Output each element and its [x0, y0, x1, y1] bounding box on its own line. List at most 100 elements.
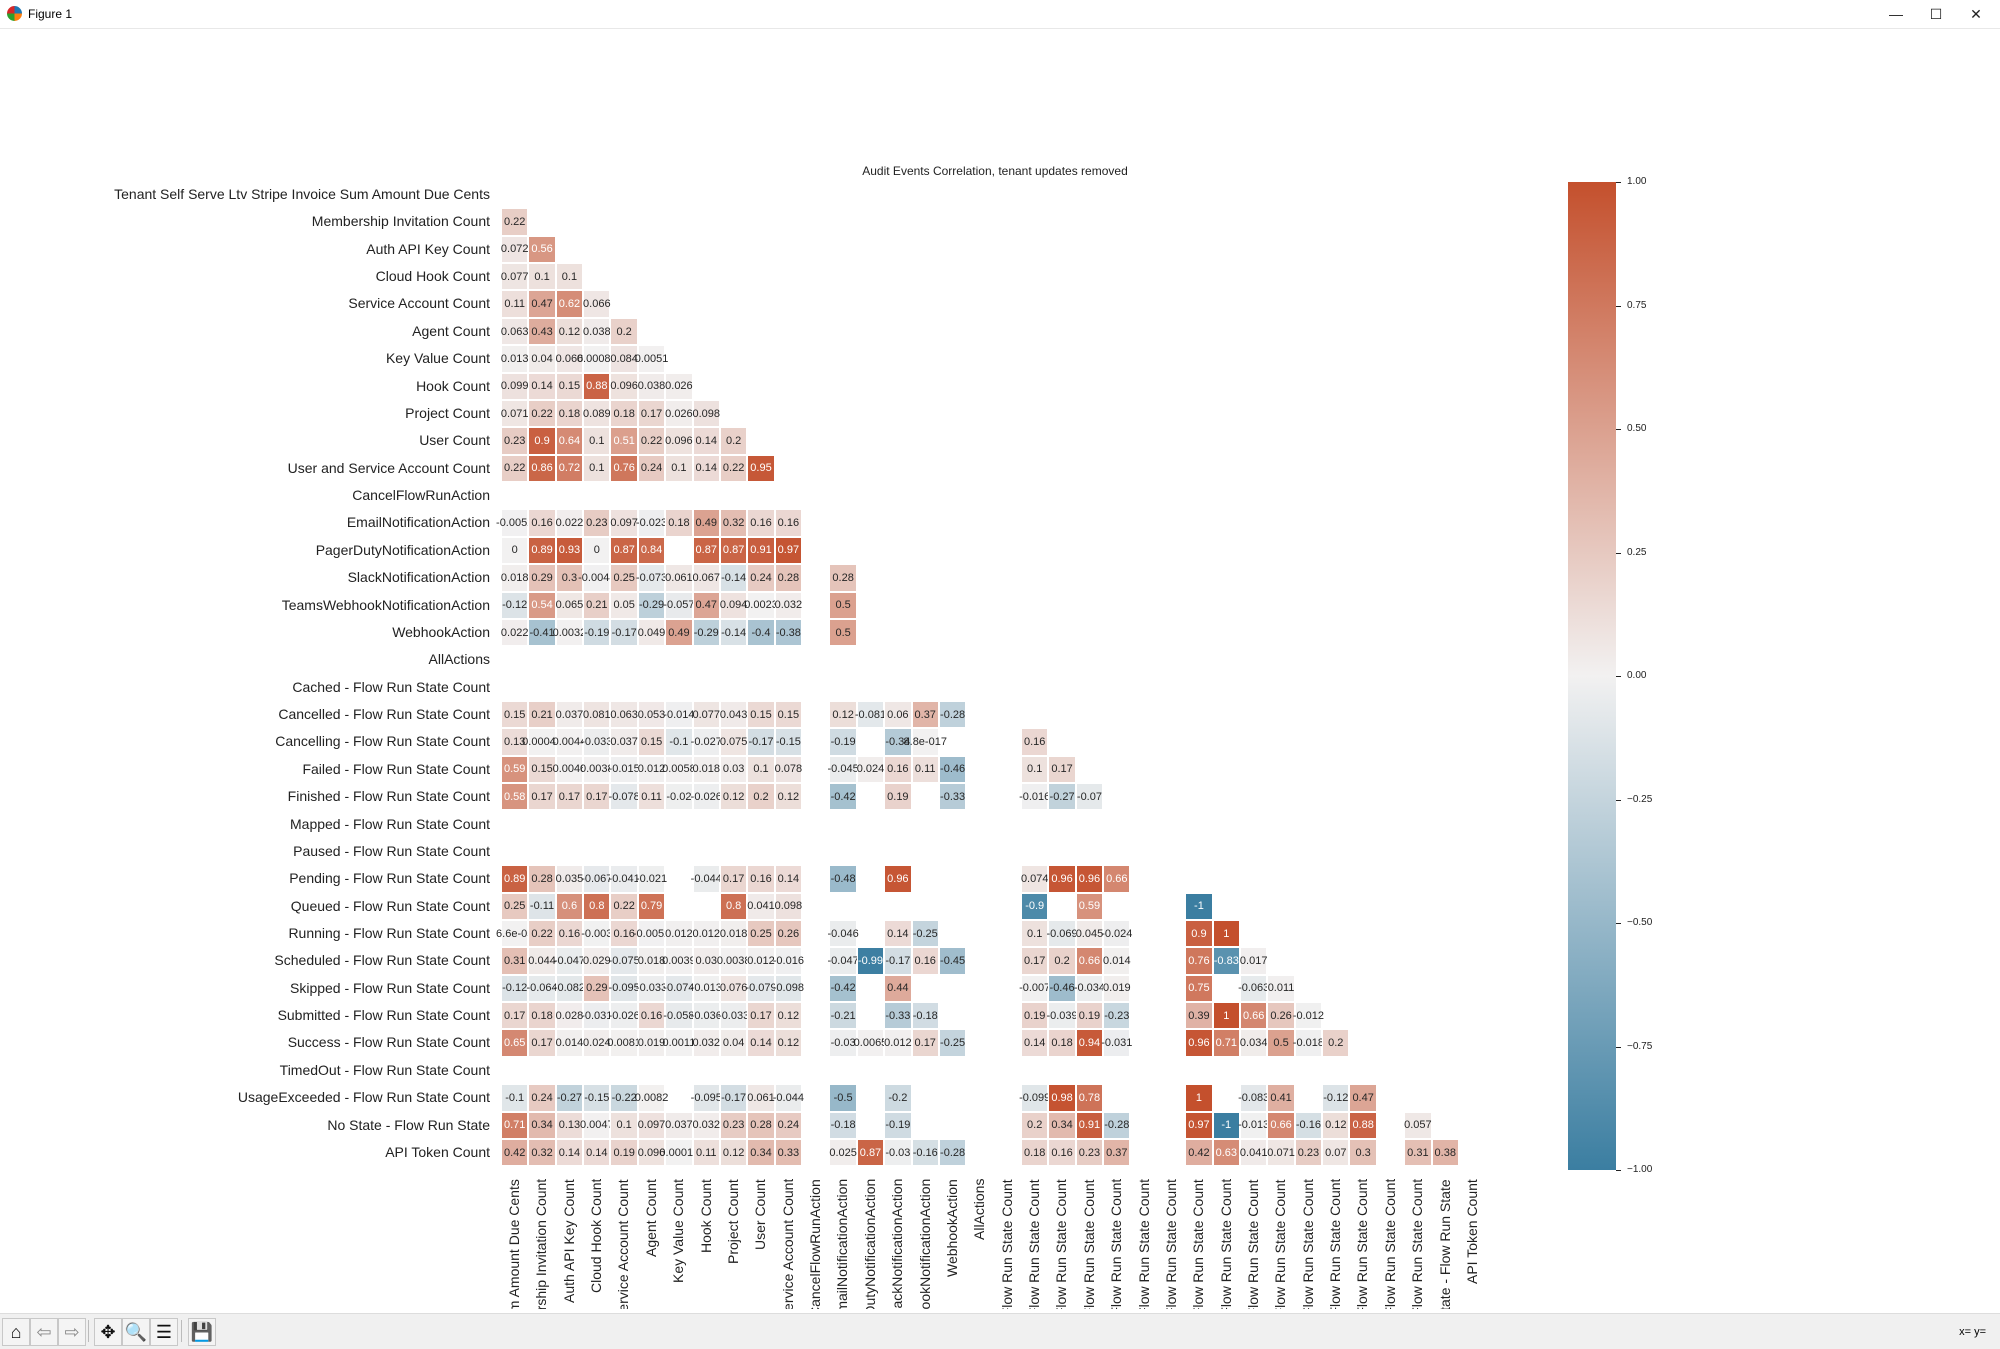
heatmap-cell: -0.067	[581, 865, 612, 893]
figure-canvas[interactable]: Audit Events Correlation, tenant updates…	[0, 29, 2000, 1313]
forward-arrow-button[interactable]: ⇨	[58, 1318, 86, 1346]
colorbar-tick	[1616, 182, 1621, 183]
maximize-button[interactable]: ☐	[1929, 6, 1943, 22]
back-arrow-button[interactable]: ⇦	[30, 1318, 58, 1346]
heatmap-cell: 0.1	[747, 755, 775, 784]
heatmap-cell: 0.22	[501, 208, 529, 236]
heatmap-cell: 0.23	[1075, 1138, 1104, 1167]
x-tick-label: Skipped - Flow Run State Count	[1299, 1179, 1316, 1309]
heatmap-cell: 0	[583, 536, 611, 565]
heatmap-cell: 0.66	[1075, 947, 1104, 975]
close-button[interactable]: ✕	[1970, 6, 1982, 22]
y-tick-label: Failed - Flow Run State Count	[302, 760, 490, 777]
y-tick-label: Hook Count	[416, 377, 490, 394]
heatmap-cell: 0.16	[555, 919, 584, 948]
heatmap-cell: -0.095	[609, 974, 640, 1003]
heatmap-cell: 0.17	[583, 783, 611, 811]
heatmap-cell: -0.083	[1238, 1084, 1269, 1112]
y-tick-label: Membership Invitation Count	[311, 213, 490, 230]
heatmap-cell: -0.28	[1103, 1111, 1131, 1139]
heatmap-cell: 0.041	[747, 892, 775, 920]
heatmap-cell: 0.14	[692, 454, 720, 483]
x-tick-label: User and Service Account Count	[779, 1179, 796, 1309]
heatmap-cell: 0.19	[610, 1138, 638, 1167]
heatmap-cell: 0.077	[501, 263, 528, 291]
x-tick-label: Key Value Count	[670, 1179, 687, 1284]
heatmap-cell: 0.49	[665, 618, 693, 647]
heatmap-cell: 0.094	[720, 591, 747, 619]
heatmap-cell: 0.42	[501, 1138, 529, 1167]
heatmap-cell: -0.17	[719, 1084, 748, 1112]
colorbar-tick	[1616, 676, 1621, 677]
heatmap-cell: 0.96	[1048, 865, 1076, 893]
heatmap-cell: 0.012	[693, 919, 720, 948]
heatmap-cell: 0.12	[829, 701, 857, 729]
y-tick-label: User Count	[419, 432, 490, 449]
heatmap-cell: -1	[1185, 892, 1213, 920]
zoom-button[interactable]: 🔍	[122, 1318, 150, 1346]
heatmap-cell: 0.04	[719, 1029, 748, 1057]
heatmap-cell: 0.17	[911, 1029, 939, 1057]
heatmap-cell: 0.12	[555, 317, 584, 346]
heatmap-cell: 0.23	[719, 1111, 748, 1139]
heatmap-cell: 0.18	[665, 509, 693, 537]
heatmap-cell: 0.22	[610, 892, 638, 920]
heatmap-cell: 0.057	[1404, 1111, 1432, 1139]
heatmap-cell: 0.16	[1021, 728, 1049, 756]
y-tick-label: CancelFlowRunAction	[352, 487, 490, 504]
heatmap-cell: 1	[1212, 919, 1240, 948]
heatmap-cell: -0.12	[501, 974, 529, 1003]
heatmap-cell: 0.44	[884, 974, 912, 1003]
heatmap-cell: -0.23	[1103, 1002, 1131, 1030]
heatmap-cell: 0.14	[528, 372, 556, 400]
heatmap-cell: 0.87	[719, 536, 748, 565]
heatmap-cell: -0.007	[1019, 974, 1050, 1003]
heatmap-cell: -0.34	[884, 728, 912, 756]
heatmap-cell: -0.28	[938, 701, 967, 729]
heatmap-cell: 0.098	[775, 892, 802, 920]
heatmap-cell: -0.17	[610, 618, 638, 647]
heatmap-cell: 0.24	[747, 564, 775, 592]
heatmap-cell: 0.14	[884, 919, 912, 948]
save-button[interactable]: 💾	[188, 1318, 216, 1346]
pan-button[interactable]: ✥	[94, 1318, 122, 1346]
minimize-button[interactable]: —	[1889, 6, 1903, 22]
heatmap-cell: -0.15	[583, 1084, 611, 1112]
heatmap-cell: 0.0044	[553, 728, 586, 756]
heatmap-cell: 0.25	[747, 919, 775, 948]
heatmap-cell: 0.28	[774, 564, 803, 592]
x-tick-label: Membership Invitation Count	[533, 1179, 550, 1309]
heatmap-cell: 0.097	[610, 509, 638, 537]
heatmap-cell: -0.047	[828, 947, 859, 975]
configure-subplots-button[interactable]: ☰	[150, 1318, 178, 1346]
x-tick-label: CancelFlowRunAction	[807, 1179, 824, 1309]
back-arrow-icon: ⇦	[36, 1322, 52, 1342]
home-button[interactable]: ⌂	[2, 1318, 30, 1346]
heatmap-cell: -0.021	[636, 865, 667, 893]
heatmap-cell: -0.15	[774, 728, 803, 756]
heatmap-cell: 0.34	[528, 1111, 556, 1139]
heatmap-cell: -0.21	[829, 1002, 857, 1030]
heatmap-cell: 0	[501, 536, 529, 565]
heatmap-cell: -0.0052	[496, 509, 533, 537]
x-tick-label: User Count	[752, 1179, 769, 1250]
heatmap-cell: 0.24	[774, 1111, 803, 1139]
heatmap-cell: 0.037	[610, 728, 638, 756]
heatmap-cell: 0.2	[1021, 1111, 1049, 1139]
y-tick-label: Project Count	[405, 404, 490, 421]
heatmap-cell: 0.23	[583, 509, 611, 537]
heatmap-cell: 0.097	[638, 1111, 665, 1139]
heatmap-cell: 0.0082	[635, 1084, 668, 1112]
heatmap-cell: 0.16	[747, 509, 775, 537]
x-tick-label: Queued - Flow Run State Count	[1217, 1179, 1234, 1309]
y-tick-label: Success - Flow Run State Count	[287, 1034, 490, 1051]
y-tick-label: Pending - Flow Run State Count	[289, 870, 490, 887]
y-tick-label: TeamsWebhookNotificationAction	[281, 596, 490, 613]
home-icon: ⌂	[10, 1322, 22, 1342]
heatmap-cell: 0.3	[555, 564, 584, 592]
heatmap-cell: 0.063	[501, 317, 528, 346]
heatmap-cell: -0.069	[1046, 919, 1078, 948]
heatmap-cell: 0.14	[747, 1029, 775, 1057]
heatmap-cell: 0.0065	[854, 1029, 887, 1057]
heatmap-cell: 0.045	[1076, 919, 1103, 948]
